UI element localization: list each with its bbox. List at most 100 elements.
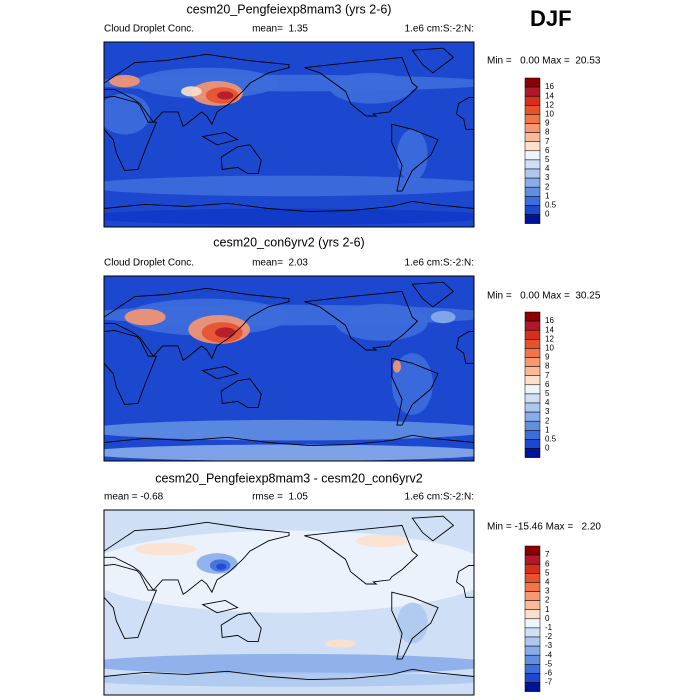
colorbar-box (524, 645, 541, 656)
colorbar-box (524, 339, 541, 349)
colorbar-label: 2 (545, 596, 550, 605)
colorbar-label: 14 (545, 91, 554, 100)
colorbar-label: 7 (545, 371, 550, 380)
colorbar-label: 1 (545, 605, 550, 614)
field-patch (330, 72, 413, 104)
colorbar-box (524, 654, 541, 665)
colorbar-label: 8 (545, 128, 550, 137)
colorbar-label: 2 (545, 182, 550, 191)
colorbar-label: 6 (545, 146, 550, 155)
colorbar-label: 1 (545, 191, 550, 200)
colorbar-box (524, 411, 541, 422)
field-patch (124, 308, 166, 326)
colorbar-box (524, 114, 541, 124)
map (104, 42, 474, 227)
colorbar-label: 0.5 (545, 435, 557, 444)
colorbar-box (524, 609, 541, 620)
colorbar-label: 14 (545, 325, 554, 334)
field-patch (392, 360, 402, 373)
colorbar-box (524, 430, 541, 440)
colorbar-box (524, 357, 541, 367)
map-field (104, 281, 474, 461)
colorbar-box (524, 420, 541, 431)
colorbar-box (524, 600, 541, 610)
field-patch (104, 444, 474, 461)
colorbar-box (524, 554, 541, 565)
colorbar-label: 5 (545, 568, 550, 577)
field-patch (109, 74, 140, 88)
colorbar-label: -5 (545, 659, 553, 668)
field-patch (104, 93, 151, 135)
colorbar-box (524, 77, 541, 88)
panel-center-label: rmse = 1.05 (252, 492, 308, 503)
colorbar-box (524, 402, 541, 413)
colorbar-label: -3 (545, 641, 553, 650)
panel-units: 1.e6 cm:S:-2:N: (405, 24, 474, 35)
colorbar-label: 4 (545, 578, 550, 587)
field-patch (104, 653, 474, 675)
colorbar-label: 10 (545, 110, 554, 119)
map-frame (103, 41, 475, 228)
colorbar-box (524, 375, 541, 386)
colorbar-label: 5 (545, 389, 550, 398)
colorbar-label: -2 (545, 632, 553, 641)
map (104, 510, 474, 695)
colorbar-box (524, 214, 541, 224)
field-patch (181, 86, 202, 97)
map (104, 276, 474, 461)
colorbar-box (524, 329, 541, 340)
panel-left-label: Cloud Droplet Conc. (104, 258, 194, 269)
colorbar-label: 12 (545, 334, 554, 343)
colorbar-label: 9 (545, 119, 550, 128)
colorbar-label: 12 (545, 100, 554, 109)
field-patch (104, 672, 474, 687)
colorbar-box (524, 141, 541, 152)
colorbar-box (524, 168, 541, 179)
colorbar-box (524, 95, 541, 106)
colorbar-box (524, 196, 541, 206)
colorbar-box (524, 673, 541, 683)
field-patch (215, 327, 236, 338)
field-patch (104, 419, 474, 441)
colorbar-box (524, 627, 541, 638)
panel-left-label: mean = -0.68 (104, 492, 164, 503)
colorbar-box (524, 348, 541, 358)
colorbar-box (524, 393, 541, 404)
colorbar-label: 3 (545, 587, 550, 596)
colorbar-box (524, 105, 541, 115)
colorbar-label: 3 (545, 173, 550, 182)
colorbar-label: 16 (545, 82, 554, 91)
colorbar-label: 0 (545, 210, 550, 219)
panel-center-label: mean= 2.03 (252, 258, 308, 269)
field-patch (396, 129, 428, 181)
panel-units: 1.e6 cm:S:-2:N: (405, 258, 474, 269)
colorbar-box (524, 448, 541, 458)
colorbar-label: 0.5 (545, 201, 557, 210)
colorbar-label: 0 (545, 614, 550, 623)
colorbar-label: 4 (545, 164, 550, 173)
field-patch (396, 602, 428, 644)
colorbar-label: -4 (545, 650, 553, 659)
colorbar-label: 16 (545, 316, 554, 325)
map-frame (103, 509, 475, 696)
field-patch (104, 530, 474, 613)
colorbar-label: 4 (545, 398, 550, 407)
colorbar-box (524, 545, 541, 556)
field-patch (134, 542, 197, 556)
min-max: Min = 0.00 Max = 30.25 (487, 291, 601, 302)
colorbar-box (524, 132, 541, 142)
colorbar-label: 8 (545, 362, 550, 371)
colorbar-box (524, 320, 541, 331)
field-patch (104, 208, 474, 225)
colorbar-label: 7 (545, 550, 550, 559)
colorbar-box (524, 563, 541, 574)
colorbar-box (524, 682, 541, 692)
field-patch (324, 639, 356, 648)
field-patch (355, 534, 408, 547)
colorbar-label: -1 (545, 623, 553, 632)
field-patch (430, 310, 456, 324)
colorbar-box (524, 573, 541, 583)
colorbar-label: 6 (545, 559, 550, 568)
colorbar-label: 0 (545, 444, 550, 453)
